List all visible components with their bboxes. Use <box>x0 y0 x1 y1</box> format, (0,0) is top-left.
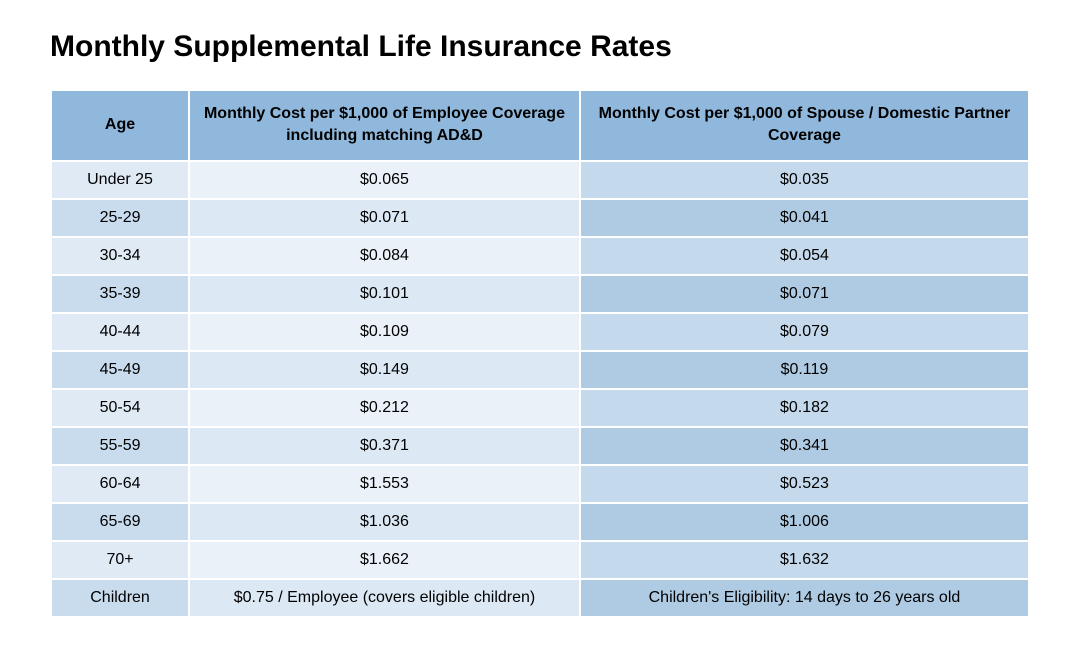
page-title: Monthly Supplemental Life Insurance Rate… <box>50 30 1030 64</box>
table-row: 25-29 $0.071 $0.041 <box>52 200 1028 236</box>
cell-spouse: $0.035 <box>581 162 1028 198</box>
cell-age: 50-54 <box>52 390 188 426</box>
cell-emp: $0.065 <box>190 162 579 198</box>
cell-spouse: $1.632 <box>581 542 1028 578</box>
cell-age: 30-34 <box>52 238 188 274</box>
cell-emp: $0.071 <box>190 200 579 236</box>
cell-emp: $0.101 <box>190 276 579 312</box>
table-row: 40-44 $0.109 $0.079 <box>52 314 1028 350</box>
cell-spouse: $0.079 <box>581 314 1028 350</box>
cell-spouse: $0.119 <box>581 352 1028 388</box>
cell-age: Under 25 <box>52 162 188 198</box>
cell-spouse: $0.341 <box>581 428 1028 464</box>
table-row: 70+ $1.662 $1.632 <box>52 542 1028 578</box>
cell-age: 40-44 <box>52 314 188 350</box>
cell-spouse: $0.041 <box>581 200 1028 236</box>
table-row: 50-54 $0.212 $0.182 <box>52 390 1028 426</box>
cell-emp: $0.75 / Employee (covers eligible childr… <box>190 580 579 616</box>
cell-age: 60-64 <box>52 466 188 502</box>
cell-emp: $0.371 <box>190 428 579 464</box>
cell-emp: $1.036 <box>190 504 579 540</box>
cell-emp: $0.212 <box>190 390 579 426</box>
table-row: 35-39 $0.101 $0.071 <box>52 276 1028 312</box>
cell-age: 35-39 <box>52 276 188 312</box>
cell-age: Children <box>52 580 188 616</box>
cell-spouse: Children's Eligibility: 14 days to 26 ye… <box>581 580 1028 616</box>
cell-emp: $1.662 <box>190 542 579 578</box>
cell-age: 25-29 <box>52 200 188 236</box>
cell-age: 55-59 <box>52 428 188 464</box>
col-header-employee: Monthly Cost per $1,000 of Employee Cove… <box>190 91 579 160</box>
cell-spouse: $0.071 <box>581 276 1028 312</box>
cell-emp: $0.149 <box>190 352 579 388</box>
cell-age: 45-49 <box>52 352 188 388</box>
cell-age: 70+ <box>52 542 188 578</box>
cell-spouse: $0.182 <box>581 390 1028 426</box>
cell-spouse: $0.054 <box>581 238 1028 274</box>
cell-age: 65-69 <box>52 504 188 540</box>
cell-spouse: $0.523 <box>581 466 1028 502</box>
col-header-spouse: Monthly Cost per $1,000 of Spouse / Dome… <box>581 91 1028 160</box>
table-row: 55-59 $0.371 $0.341 <box>52 428 1028 464</box>
cell-emp: $0.109 <box>190 314 579 350</box>
cell-emp: $0.084 <box>190 238 579 274</box>
rates-table: Age Monthly Cost per $1,000 of Employee … <box>50 89 1030 618</box>
col-header-age: Age <box>52 91 188 160</box>
table-row: Under 25 $0.065 $0.035 <box>52 162 1028 198</box>
cell-spouse: $1.006 <box>581 504 1028 540</box>
table-row: 60-64 $1.553 $0.523 <box>52 466 1028 502</box>
table-row: 30-34 $0.084 $0.054 <box>52 238 1028 274</box>
table-row: Children $0.75 / Employee (covers eligib… <box>52 580 1028 616</box>
cell-emp: $1.553 <box>190 466 579 502</box>
table-row: 65-69 $1.036 $1.006 <box>52 504 1028 540</box>
table-row: 45-49 $0.149 $0.119 <box>52 352 1028 388</box>
table-header-row: Age Monthly Cost per $1,000 of Employee … <box>52 91 1028 160</box>
